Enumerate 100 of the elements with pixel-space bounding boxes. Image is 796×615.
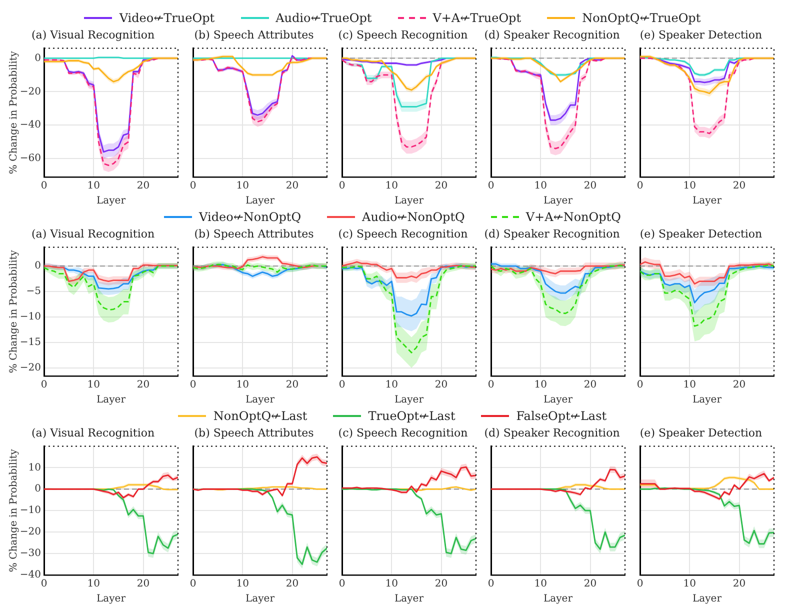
x-tick-label: 0	[190, 380, 196, 391]
x-tick-label: 20	[732, 380, 746, 391]
x-tick-label: 0	[488, 380, 494, 391]
legend-label: NonOptQ↚TrueOpt	[582, 10, 701, 24]
legend-label: Video↚TrueOpt	[119, 10, 215, 24]
y-tick-label: 0	[34, 52, 41, 64]
x-tick-label: 20	[286, 578, 299, 590]
chart-title: (d) Speaker Recognition	[484, 227, 620, 240]
chart-title: (a) Visual Recognition	[31, 28, 155, 42]
x-tick-label: 20	[434, 180, 448, 192]
legend-label: Audio↚NonOptQ	[362, 210, 465, 224]
y-tick-label: −40	[20, 570, 41, 581]
chart-title: (b) Speech Attributes	[194, 28, 314, 42]
x-tick-label: 0	[636, 380, 644, 391]
x-tick-label: 0	[190, 180, 196, 192]
chart-title: (a) Visual Recognition	[31, 227, 155, 240]
x-axis-title: Layer	[692, 394, 722, 406]
y-tick-label: −20	[20, 86, 41, 98]
x-tick-label: 20	[732, 180, 746, 192]
x-tick-label: 0	[190, 578, 196, 590]
x-tick-label: 20	[732, 578, 746, 590]
x-axis-title: Layer	[394, 594, 424, 605]
legend-label: FalseOpt↚Last	[516, 408, 607, 422]
x-tick-label: 0	[488, 180, 494, 192]
x-axis-title: Layer	[692, 594, 722, 605]
y-tick-label: −10	[20, 312, 41, 323]
y-axis-title: % Change in Probability	[8, 448, 20, 572]
chart-title: (c) Speech Recognition	[338, 426, 468, 440]
x-axis-title: Layer	[544, 394, 573, 406]
y-tick-label: 10	[28, 462, 41, 474]
x-tick-label: 10	[683, 380, 696, 391]
x-tick-label: 20	[136, 578, 150, 590]
y-tick-label: −10	[20, 505, 41, 516]
x-axis-title: Layer	[96, 594, 126, 605]
chart-title: (d) Speaker Recognition	[484, 28, 620, 42]
x-axis-title: Layer	[96, 196, 126, 207]
legend-label: V+A↚TrueOpt	[432, 10, 522, 24]
x-tick-label: 10	[236, 380, 249, 391]
x-axis-title: Layer	[246, 394, 275, 406]
x-tick-label: 10	[534, 578, 547, 590]
x-tick-label: 10	[385, 380, 398, 391]
y-axis-title: % Change in Probability	[8, 250, 20, 374]
x-tick-label: 20	[434, 380, 448, 391]
x-tick-label: 0	[338, 180, 346, 192]
chart-title: (b) Speech Attributes	[194, 426, 314, 440]
x-tick-label: 10	[87, 180, 100, 192]
y-tick-label: 0	[34, 484, 41, 495]
x-tick-label: 10	[683, 180, 696, 192]
y-tick-label: −40	[20, 120, 41, 131]
x-tick-label: 20	[584, 180, 597, 192]
chart-title: (d) Speaker Recognition	[484, 426, 620, 440]
chart-title: (e) Speaker Detection	[640, 28, 762, 42]
x-axis-title: Layer	[692, 196, 722, 207]
x-axis-title: Layer	[246, 594, 275, 605]
x-tick-label: 10	[236, 180, 249, 192]
y-tick-label: −20	[20, 362, 41, 374]
x-tick-label: 10	[534, 380, 547, 391]
x-tick-label: 10	[385, 578, 398, 590]
legend-label: V+A↚NonOptQ	[526, 210, 621, 224]
legend-label: TrueOpt↚Last	[368, 408, 456, 422]
legend-label: Video↚NonOptQ	[199, 210, 302, 224]
x-tick-label: 10	[534, 180, 547, 192]
x-tick-label: 0	[636, 578, 644, 590]
x-tick-label: 10	[385, 180, 398, 192]
x-axis-title: Layer	[394, 196, 424, 207]
y-axis-title: % Change in Probability	[8, 50, 20, 174]
chart-title: (e) Speaker Detection	[640, 426, 762, 440]
x-tick-label: 10	[683, 578, 696, 590]
x-tick-label: 0	[338, 380, 346, 391]
x-axis-title: Layer	[394, 394, 424, 406]
x-tick-label: 20	[584, 380, 597, 391]
x-tick-label: 20	[584, 578, 597, 590]
y-tick-label: 0	[34, 260, 41, 272]
y-tick-label: −60	[20, 153, 41, 164]
x-axis-title: Layer	[544, 196, 573, 207]
x-axis-title: Layer	[96, 394, 126, 406]
x-tick-label: 20	[434, 578, 448, 590]
x-tick-label: 10	[87, 578, 100, 590]
x-tick-label: 0	[488, 578, 494, 590]
x-tick-label: 20	[286, 380, 299, 391]
chart-title: (e) Speaker Detection	[640, 227, 762, 240]
x-axis-title: Layer	[544, 594, 573, 605]
y-tick-label: −5	[26, 286, 41, 298]
y-tick-label: −20	[20, 526, 41, 538]
chart-title: (c) Speech Recognition	[338, 28, 468, 42]
x-axis-title: Layer	[246, 196, 275, 207]
chart-title: (c) Speech Recognition	[338, 227, 468, 240]
x-tick-label: 20	[136, 380, 150, 391]
x-tick-label: 0	[338, 578, 346, 590]
x-tick-label: 10	[236, 578, 249, 590]
x-tick-label: 0	[636, 180, 644, 192]
y-tick-label: −15	[20, 336, 41, 348]
chart-title: (a) Visual Recognition	[31, 426, 155, 440]
legend-label: NonOptQ↚Last	[213, 408, 308, 422]
legend-label: Audio↚TrueOpt	[276, 10, 372, 24]
y-tick-label: −30	[20, 548, 41, 560]
chart-title: (b) Speech Attributes	[194, 227, 314, 240]
x-tick-label: 20	[286, 180, 299, 192]
x-tick-label: 10	[87, 380, 100, 391]
x-tick-label: 20	[136, 180, 150, 192]
